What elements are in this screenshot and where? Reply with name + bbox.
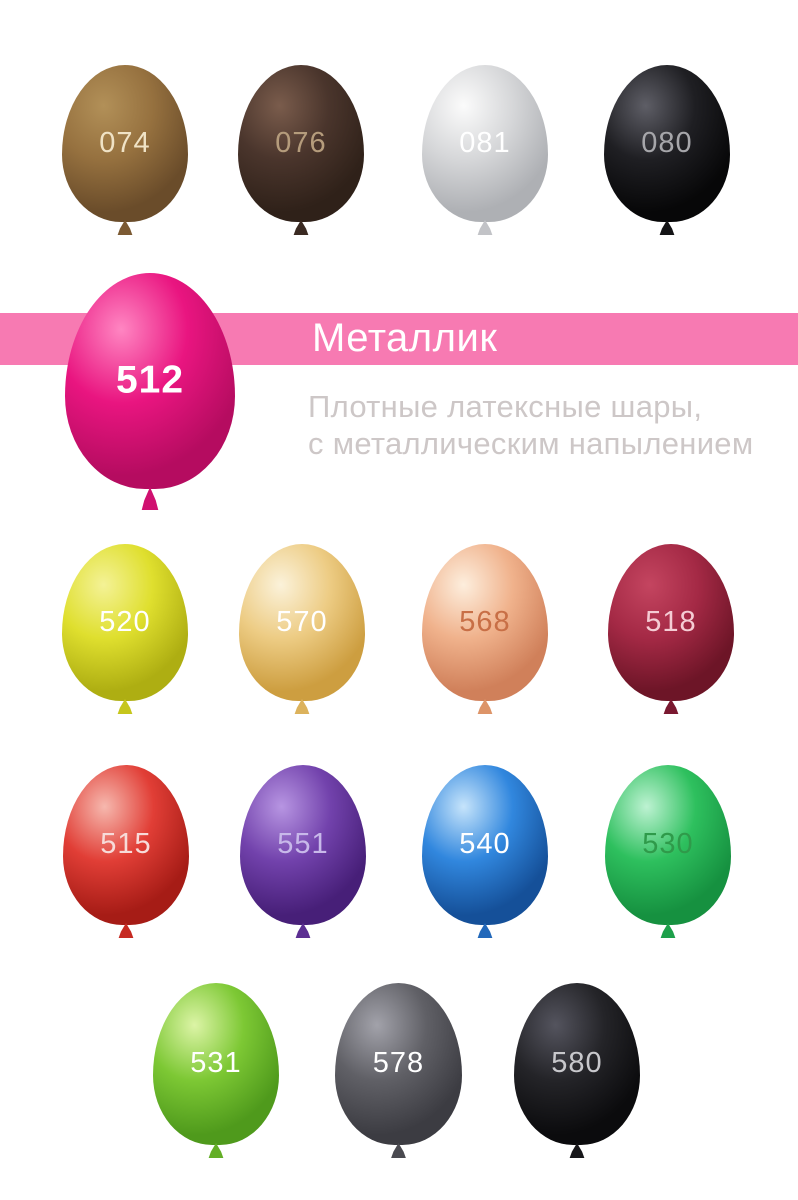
balloon-number: 568 xyxy=(459,605,511,638)
balloon-number: 580 xyxy=(551,1046,603,1079)
balloon-number: 570 xyxy=(276,605,328,638)
balloon-551-purple: 551 xyxy=(240,765,366,938)
balloon-568-rose-gold: 568 xyxy=(422,544,548,714)
balloon-knot-icon xyxy=(663,699,679,714)
balloon-body xyxy=(62,544,188,701)
balloon-body xyxy=(65,273,235,489)
balloon-580-black-metallic: 580 xyxy=(514,983,640,1158)
balloon-knot-icon xyxy=(117,220,133,235)
balloon-body xyxy=(238,65,364,222)
balloon-body xyxy=(608,544,734,701)
subtitle: Плотные латексные шары, с металлическим … xyxy=(308,388,753,462)
balloon-knot-icon xyxy=(141,487,159,510)
balloon-knot-icon xyxy=(117,699,133,714)
balloon-number: 530 xyxy=(642,827,694,860)
balloon-knot-icon xyxy=(294,699,310,714)
balloon-knot-icon xyxy=(293,220,309,235)
balloon-520-yellow: 520 xyxy=(62,544,188,714)
banner-title: Металлик xyxy=(312,315,498,360)
balloon-578-graphite: 578 xyxy=(335,983,462,1158)
balloon-number: 531 xyxy=(190,1046,242,1079)
balloon-knot-icon xyxy=(118,923,134,938)
balloon-number: 518 xyxy=(645,605,697,638)
balloon-number: 551 xyxy=(277,827,329,860)
balloon-body xyxy=(605,765,731,925)
balloon-knot-icon xyxy=(569,1143,585,1158)
balloon-number: 081 xyxy=(459,126,511,159)
balloon-076-dark-brown: 076 xyxy=(238,65,364,235)
balloon-body xyxy=(422,544,548,701)
balloon-knot-icon xyxy=(477,220,493,235)
balloon-530-green: 530 xyxy=(605,765,731,938)
balloon-531-lime-green: 531 xyxy=(153,983,279,1158)
balloon-number: 540 xyxy=(459,827,511,860)
balloon-knot-icon xyxy=(477,923,493,938)
balloon-540-blue: 540 xyxy=(422,765,548,938)
balloon-number: 578 xyxy=(372,1046,425,1079)
balloon-body xyxy=(63,765,189,925)
balloon-body xyxy=(153,983,279,1145)
balloon-number: 076 xyxy=(275,126,327,159)
balloon-knot-icon xyxy=(208,1143,224,1158)
balloon-080-black: 080 xyxy=(604,65,730,235)
balloon-081-silver-grey: 081 xyxy=(422,65,548,235)
balloon-number: 512 xyxy=(115,358,185,402)
balloon-body xyxy=(514,983,640,1145)
balloon-knot-icon xyxy=(660,923,676,938)
balloon-body xyxy=(422,65,548,222)
balloon-074-brown: 074 xyxy=(62,65,188,235)
balloon-body xyxy=(240,765,366,925)
subtitle-line-2: с металлическим напылением xyxy=(308,426,754,461)
balloon-knot-icon xyxy=(659,220,675,235)
balloon-knot-icon xyxy=(391,1143,406,1158)
balloon-570-gold: 570 xyxy=(239,544,365,714)
balloon-body xyxy=(604,65,730,222)
subtitle-line-1: Плотные латексные шары, xyxy=(308,389,703,424)
balloon-number: 515 xyxy=(100,827,152,860)
balloon-body xyxy=(335,983,462,1145)
balloon-body xyxy=(239,544,365,701)
balloon-number: 074 xyxy=(99,126,151,159)
balloon-number: 080 xyxy=(641,126,693,159)
balloon-512-fuchsia: 512 xyxy=(65,273,235,510)
balloon-518-burgundy: 518 xyxy=(608,544,734,714)
balloon-body xyxy=(62,65,188,222)
balloon-number: 520 xyxy=(99,605,151,638)
balloon-knot-icon xyxy=(295,923,311,938)
balloon-515-red: 515 xyxy=(63,765,189,938)
balloon-body xyxy=(422,765,548,925)
balloon-knot-icon xyxy=(477,699,493,714)
